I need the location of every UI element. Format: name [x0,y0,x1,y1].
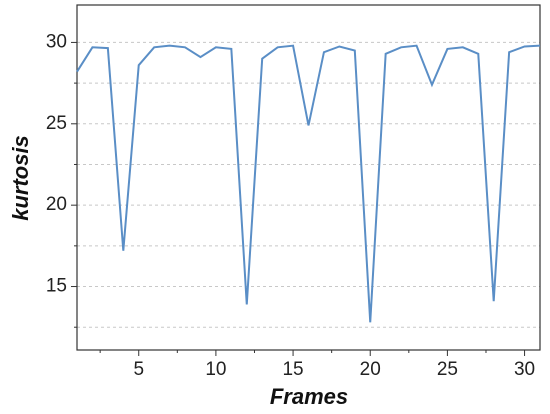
x-tick-label: 20 [360,359,381,380]
data-line [76,44,541,323]
x-tick-label: 5 [133,359,144,380]
y-tick-label: 30 [46,31,67,52]
y-axis-title: kurtosis [8,135,33,221]
plot-frame [76,4,541,351]
y-tick-label: 15 [46,276,67,297]
x-axis-title: Frames [270,384,348,409]
x-tick-label: 10 [205,359,226,380]
x-tick-label: 25 [437,359,458,380]
x-tick-label: 30 [514,359,535,380]
x-tick-label: 15 [282,359,303,380]
y-tick-label: 20 [46,194,67,215]
y-tick-label: 25 [46,113,67,134]
